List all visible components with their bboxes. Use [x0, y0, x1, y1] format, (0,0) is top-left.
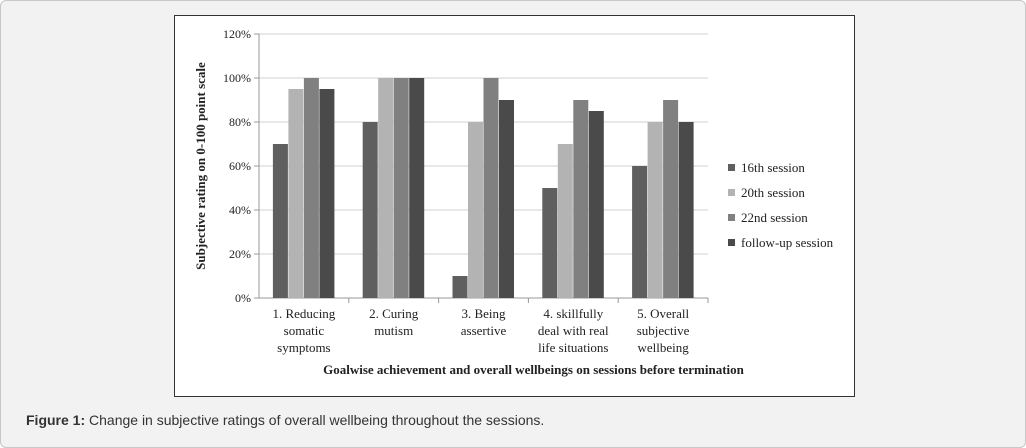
- bar: [647, 122, 663, 298]
- y-tick-label: 120%: [223, 27, 251, 41]
- bar: [499, 100, 514, 298]
- legend-label: 20th session: [741, 185, 805, 200]
- bar: [393, 78, 409, 298]
- bar: [483, 78, 499, 298]
- y-tick-label: 60%: [229, 159, 251, 173]
- bar: [362, 122, 378, 298]
- y-tick-label: 20%: [229, 247, 251, 261]
- legend-swatch: [728, 214, 735, 221]
- bar: [632, 166, 648, 298]
- bar: [272, 144, 288, 298]
- x-tick-label: 1. Reducing: [272, 306, 335, 321]
- bar: [378, 78, 394, 298]
- bar: [303, 78, 319, 298]
- figure-caption: Figure 1: Change in subjective ratings o…: [26, 412, 544, 428]
- bar: [588, 111, 604, 298]
- x-tick-label: deal with real: [538, 323, 609, 338]
- y-axis-title: Subjective rating on 0-100 point scale: [193, 62, 208, 270]
- x-tick-label: somatic: [284, 323, 325, 338]
- x-tick-label: mutism: [374, 323, 413, 338]
- y-tick-label: 40%: [229, 203, 251, 217]
- x-tick-label: 5. Overall: [637, 306, 689, 321]
- x-tick-label: 4. skillfully: [543, 306, 603, 321]
- caption-text: Change in subjective ratings of overall …: [85, 412, 545, 428]
- x-axis-title: Goalwise achievement and overall wellbei…: [323, 362, 745, 377]
- y-tick-label: 80%: [229, 115, 251, 129]
- bar: [468, 122, 483, 298]
- chart-figure: 0% 20% 40% 60% 80% 100% 120% 1. Reducing somatic…: [174, 15, 855, 397]
- x-tick-label: life situations: [538, 340, 608, 355]
- caption-label: Figure 1:: [26, 412, 86, 428]
- legend-label: 22nd session: [741, 210, 808, 225]
- legend-swatch: [728, 189, 735, 196]
- legend-swatch: [728, 239, 735, 246]
- legend-label: follow-up session: [741, 235, 834, 250]
- bar: [288, 89, 304, 298]
- bar: [573, 100, 589, 298]
- y-tick-label: 0%: [235, 291, 251, 305]
- x-tick-label: 2. Curing: [369, 306, 419, 321]
- bar: [557, 144, 573, 298]
- bar: [452, 276, 468, 298]
- bar: [678, 122, 694, 298]
- bar: [409, 78, 425, 298]
- legend-label: 16th session: [741, 160, 805, 175]
- legend-swatch: [728, 164, 735, 171]
- x-tick-label: symptoms: [277, 340, 330, 355]
- bar: [663, 100, 679, 298]
- x-tick-label: assertive: [461, 323, 507, 338]
- x-tick-label: wellbeing: [637, 340, 689, 355]
- x-tick-label: 3. Being: [461, 306, 506, 321]
- bar: [319, 89, 335, 298]
- bar-chart: 0% 20% 40% 60% 80% 100% 120% 1. Reducing somatic…: [193, 27, 834, 377]
- x-tick-label: subjective: [637, 323, 690, 338]
- bar: [542, 188, 558, 298]
- y-tick-label: 100%: [223, 71, 251, 85]
